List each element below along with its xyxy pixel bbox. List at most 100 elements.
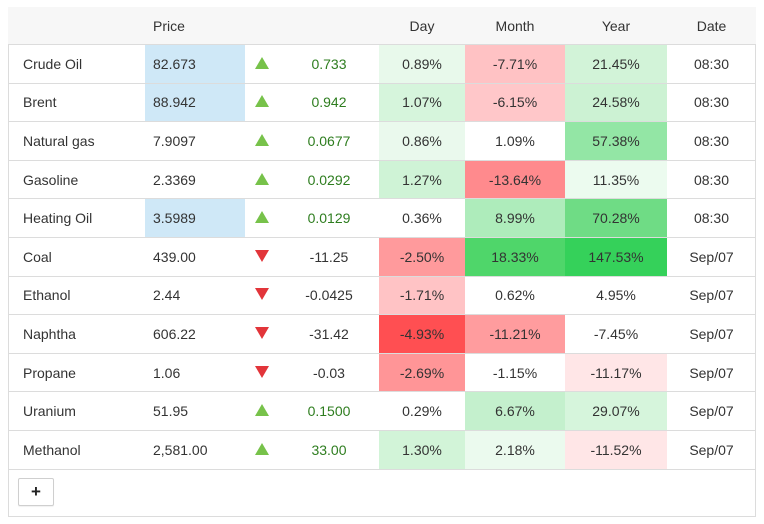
commodity-name: Crude Oil <box>8 44 145 84</box>
date-cell: Sep/07 <box>667 391 756 431</box>
commodity-name: Ethanol <box>8 276 145 316</box>
year-change-cell: 147.53% <box>565 237 667 277</box>
date-cell: Sep/07 <box>667 314 756 354</box>
table-row[interactable]: Brent 88.942 0.942 1.07% -6.15% 24.58% 08:30 <box>8 83 756 123</box>
date-cell: 08:30 <box>667 198 756 238</box>
direction-cell <box>245 314 279 354</box>
price-cell: 2.3369 <box>145 160 245 200</box>
header-date[interactable]: Date <box>667 7 756 45</box>
date-cell: 08:30 <box>667 83 756 123</box>
table-row[interactable]: Gasoline 2.3369 0.0292 1.27% -13.64% 11.35% 08… <box>8 160 756 200</box>
commodity-name: Brent <box>8 83 145 123</box>
commodity-name: Coal <box>8 237 145 277</box>
month-change-cell: 2.18% <box>465 430 565 470</box>
day-change-cell: 0.29% <box>379 391 465 431</box>
header-price[interactable]: Price <box>145 7 245 45</box>
month-change-cell: 18.33% <box>465 237 565 277</box>
direction-cell <box>245 276 279 316</box>
day-change-cell: 1.30% <box>379 430 465 470</box>
header-day[interactable]: Day <box>379 7 465 45</box>
year-change-cell: 24.58% <box>565 83 667 123</box>
table-row[interactable]: Heating Oil 3.5989 0.0129 0.36% 8.99% 70.28% 0… <box>8 198 756 238</box>
change-cell: -31.42 <box>279 314 379 354</box>
year-change-cell: 11.35% <box>565 160 667 200</box>
arrow-down-icon <box>255 326 269 339</box>
commodity-name: Heating Oil <box>8 198 145 238</box>
price-cell: 51.95 <box>145 391 245 431</box>
price-cell: 88.942 <box>145 83 245 123</box>
date-cell: 08:30 <box>667 160 756 200</box>
month-change-cell: 8.99% <box>465 198 565 238</box>
direction-cell <box>245 430 279 470</box>
year-change-cell: 4.95% <box>565 276 667 316</box>
price-cell: 439.00 <box>145 237 245 277</box>
direction-cell <box>245 83 279 123</box>
header-year[interactable]: Year <box>565 7 667 45</box>
day-change-cell: 1.07% <box>379 83 465 123</box>
direction-cell <box>245 353 279 393</box>
table-row[interactable]: Naphtha 606.22 -31.42 -4.93% -11.21% -7.45% Se… <box>8 314 756 354</box>
year-change-cell: 70.28% <box>565 198 667 238</box>
price-cell: 7.9097 <box>145 121 245 161</box>
header-change[interactable] <box>279 7 379 45</box>
price-cell: 1.06 <box>145 353 245 393</box>
table-row[interactable]: Uranium 51.95 0.1500 0.29% 6.67% 29.07% Sep/07 <box>8 391 756 431</box>
month-change-cell: -13.64% <box>465 160 565 200</box>
direction-cell <box>245 160 279 200</box>
header-name[interactable] <box>8 7 145 45</box>
date-cell: 08:30 <box>667 44 756 84</box>
month-change-cell: 1.09% <box>465 121 565 161</box>
direction-cell <box>245 198 279 238</box>
month-change-cell: -1.15% <box>465 353 565 393</box>
table-row[interactable]: Methanol 2,581.00 33.00 1.30% 2.18% -11.52% Se… <box>8 430 756 470</box>
price-cell: 82.673 <box>145 44 245 84</box>
change-cell: 33.00 <box>279 430 379 470</box>
change-cell: -0.0425 <box>279 276 379 316</box>
arrow-up-icon <box>255 442 269 455</box>
price-cell: 2,581.00 <box>145 430 245 470</box>
table-row[interactable]: Coal 439.00 -11.25 -2.50% 18.33% 147.53% Sep/0… <box>8 237 756 277</box>
date-cell: Sep/07 <box>667 353 756 393</box>
plus-icon: + <box>31 482 41 501</box>
day-change-cell: 0.89% <box>379 44 465 84</box>
arrow-up-icon <box>255 95 269 108</box>
commodity-name: Uranium <box>8 391 145 431</box>
month-change-cell: -11.21% <box>465 314 565 354</box>
table-row[interactable]: Natural gas 7.9097 0.0677 0.86% 1.09% 57.38% 0… <box>8 121 756 161</box>
date-cell: Sep/07 <box>667 237 756 277</box>
change-cell: 0.0129 <box>279 198 379 238</box>
add-row-button[interactable]: + <box>18 478 54 506</box>
table-row[interactable]: Propane 1.06 -0.03 -2.69% -1.15% -11.17% Sep/0… <box>8 353 756 393</box>
commodity-name: Naphtha <box>8 314 145 354</box>
change-cell: 0.0677 <box>279 121 379 161</box>
arrow-down-icon <box>255 365 269 378</box>
change-cell: 0.0292 <box>279 160 379 200</box>
table-row[interactable]: Crude Oil 82.673 0.733 0.89% -7.71% 21.45% 08:… <box>8 44 756 84</box>
commodity-name: Gasoline <box>8 160 145 200</box>
header-arrow <box>245 7 279 45</box>
change-cell: 0.733 <box>279 44 379 84</box>
commodity-name: Natural gas <box>8 121 145 161</box>
year-change-cell: 57.38% <box>565 121 667 161</box>
day-change-cell: 1.27% <box>379 160 465 200</box>
price-cell: 3.5989 <box>145 198 245 238</box>
arrow-down-icon <box>255 249 269 262</box>
header-month[interactable]: Month <box>465 7 565 45</box>
date-cell: Sep/07 <box>667 430 756 470</box>
day-change-cell: -2.50% <box>379 237 465 277</box>
arrow-up-icon <box>255 133 269 146</box>
year-change-cell: -11.52% <box>565 430 667 470</box>
year-change-cell: 29.07% <box>565 391 667 431</box>
arrow-up-icon <box>255 211 269 224</box>
commodity-name: Methanol <box>8 430 145 470</box>
year-change-cell: -11.17% <box>565 353 667 393</box>
table-row[interactable]: Ethanol 2.44 -0.0425 -1.71% 0.62% 4.95% Sep/07 <box>8 276 756 316</box>
direction-cell <box>245 121 279 161</box>
change-cell: 0.942 <box>279 83 379 123</box>
direction-cell <box>245 391 279 431</box>
change-cell: 0.1500 <box>279 391 379 431</box>
direction-cell <box>245 44 279 84</box>
day-change-cell: 0.36% <box>379 198 465 238</box>
arrow-up-icon <box>255 404 269 417</box>
day-change-cell: -2.69% <box>379 353 465 393</box>
